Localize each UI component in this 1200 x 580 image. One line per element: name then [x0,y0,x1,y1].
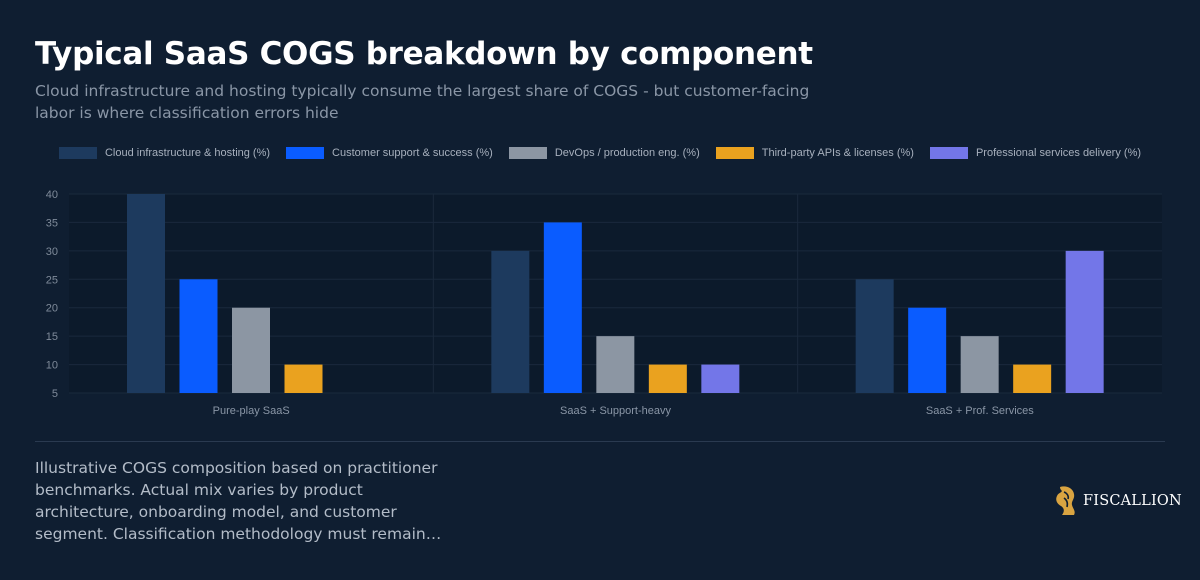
bar [543,222,582,393]
legend-swatch [508,147,547,159]
bar [701,364,740,393]
bar [596,336,635,393]
legend-label: Cloud infrastructure & hosting (%) [104,147,271,159]
page-title: Typical SaaS COGS breakdown by component [35,36,813,72]
legend-swatch [929,147,968,159]
bar [232,307,270,393]
divider [35,441,1165,442]
y-tick-label: 20 [46,303,58,315]
bar-chart: 5 10 15 20 25 30 35 40 Pure-play SaaS SaaS + Supp… [46,189,1162,417]
x-tick-label: Pure-play SaaS [213,405,290,417]
legend-swatch [286,147,325,159]
y-tick-label: 40 [46,189,58,201]
x-tick-label: SaaS + Support-heavy [560,405,671,417]
legend-label: Professional services delivery (%) [975,147,1142,159]
y-tick-label: 10 [46,360,58,372]
bar [648,364,687,393]
legend-item: Cloud infrastructure & hosting (%) [58,145,271,161]
legend-item: Third-party APIs & licenses (%) [715,145,914,161]
legend-label: Third-party APIs & licenses (%) [761,147,914,159]
legend-label: DevOps / production eng. (%) [554,147,700,159]
chart-legend: Cloud infrastructure & hosting (%) Custom… [35,145,1165,161]
bar [960,336,999,393]
page-subtitle: Cloud infrastructure and hosting typical… [35,82,810,122]
bar [1065,250,1104,393]
legend-item: Customer support & success (%) [286,145,493,161]
y-tick-label: 35 [46,217,58,229]
footnote: Illustrative COGS composition based on p… [35,459,442,543]
bar [179,279,218,393]
bar [855,279,894,393]
bar [908,307,947,393]
bar [284,364,323,393]
x-tick-label: SaaS + Prof. Services [926,405,1034,417]
bar [127,194,165,393]
brand-logo: FISCALLION [1052,484,1182,518]
y-tick-label: 5 [52,388,58,400]
brand-horse-icon [1056,486,1075,515]
legend-item: Professional services delivery (%) [929,145,1142,161]
legend-label: Customer support & success (%) [332,147,493,159]
y-tick-label: 15 [46,331,58,343]
bar [1013,364,1052,393]
brand-name: FISCALLION [1083,493,1182,509]
legend-swatch [58,147,97,159]
y-tick-label: 25 [46,274,58,286]
legend-swatch [715,147,754,159]
y-tick-label: 30 [46,246,58,258]
bar [491,250,530,393]
legend-item: DevOps / production eng. (%) [508,145,700,161]
